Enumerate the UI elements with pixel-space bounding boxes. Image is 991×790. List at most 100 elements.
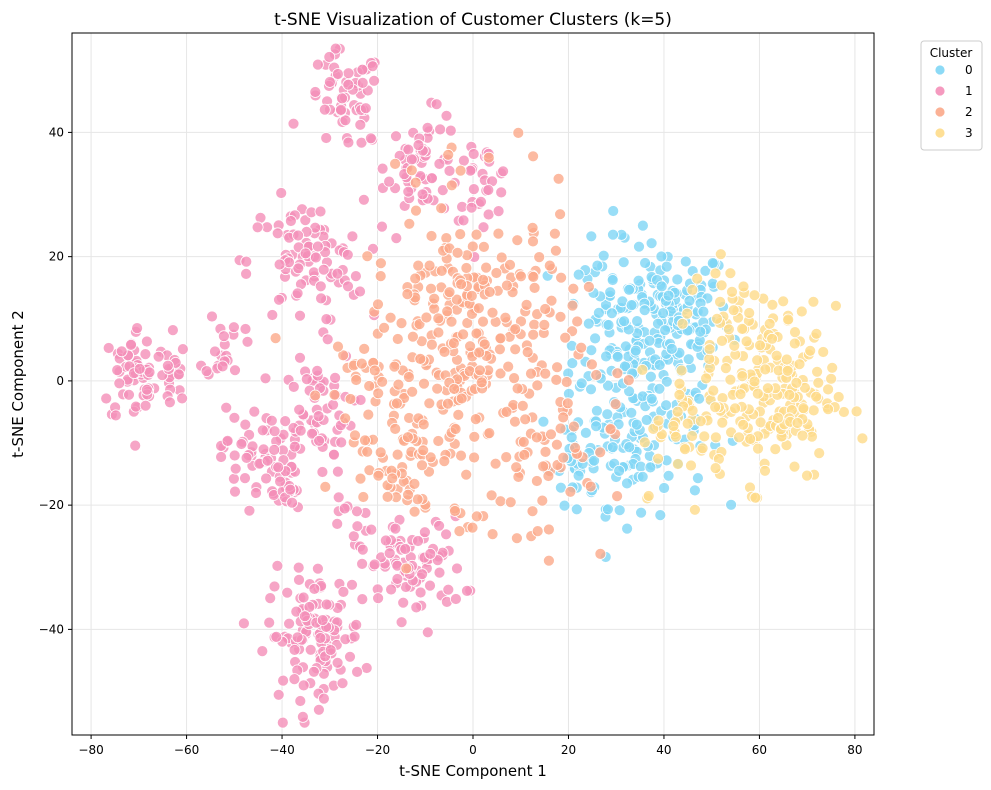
scatter-point-cluster-3 (686, 283, 699, 296)
scatter-point-cluster-2 (483, 427, 496, 440)
scatter-point-cluster-1 (356, 77, 369, 89)
scatter-point-cluster-2 (527, 150, 539, 163)
scatter-point-cluster-1 (390, 232, 403, 245)
scatter-point-cluster-3 (727, 304, 740, 317)
scatter-point-cluster-1 (235, 438, 248, 450)
scatter-point-cluster-3 (679, 443, 691, 456)
scatter-point-cluster-2 (528, 318, 541, 331)
scatter-point-cluster-1 (113, 377, 126, 390)
scatter-point-cluster-3 (733, 431, 745, 444)
scatter-point-cluster-3 (681, 307, 694, 320)
x-axis-ticks: −80 −60 −40 −20 0 20 40 60 80 (78, 735, 863, 757)
scatter-point-cluster-3 (714, 295, 726, 308)
scatter-point-cluster-2 (552, 172, 565, 185)
scatter-point-cluster-0 (607, 228, 619, 241)
scatter-point-cluster-1 (294, 351, 306, 364)
scatter-point-cluster-1 (495, 186, 508, 199)
scatter-point-cluster-1 (449, 593, 462, 605)
scatter-point-cluster-1 (273, 258, 286, 271)
scatter-point-cluster-3 (810, 390, 823, 403)
scatter-point-cluster-3 (652, 452, 664, 465)
scatter-point-cluster-1 (261, 454, 274, 467)
scatter-point-cluster-2 (478, 338, 491, 351)
scatter-point-cluster-3 (825, 372, 837, 385)
scatter-point-cluster-1 (239, 418, 252, 431)
scatter-point-cluster-3 (709, 267, 722, 280)
scatter-point-cluster-2 (512, 126, 525, 139)
scatter-point-cluster-2 (515, 270, 527, 283)
scatter-point-cluster-3 (754, 416, 767, 429)
scatter-point-cluster-0 (565, 431, 578, 444)
scatter-point-cluster-3 (734, 388, 747, 401)
scatter-point-cluster-0 (645, 237, 658, 250)
scatter-point-cluster-1 (323, 76, 336, 88)
scatter-point-cluster-2 (473, 346, 486, 359)
scatter-point-cluster-2 (460, 262, 473, 274)
scatter-point-cluster-1 (421, 626, 434, 639)
scatter-point-cluster-3 (769, 443, 782, 456)
scatter-point-cluster-0 (575, 377, 588, 390)
scatter-point-cluster-2 (590, 369, 603, 381)
scatter-point-cluster-1 (457, 154, 470, 167)
scatter-point-cluster-1 (424, 548, 437, 560)
scatter-point-cluster-1 (115, 345, 128, 358)
scatter-point-cluster-2 (500, 405, 513, 418)
scatter-point-cluster-2 (557, 411, 570, 424)
scatter-point-cluster-1 (320, 313, 333, 326)
scatter-point-cluster-1 (206, 310, 218, 323)
scatter-point-cluster-2 (414, 352, 427, 365)
scatter-point-cluster-2 (418, 377, 430, 390)
scatter-point-cluster-2 (400, 562, 413, 575)
scatter-point-cluster-0 (660, 399, 672, 412)
scatter-point-cluster-2 (355, 357, 368, 370)
scatter-point-cluster-1 (228, 449, 241, 462)
scatter-point-cluster-3 (686, 404, 699, 417)
scatter-point-cluster-3 (826, 361, 839, 374)
scatter-point-cluster-1 (434, 123, 447, 136)
scatter-point-cluster-2 (490, 267, 503, 279)
scatter-point-cluster-1 (331, 465, 344, 478)
scatter-point-cluster-2 (551, 361, 563, 374)
y-tick-label: 40 (49, 125, 64, 139)
scatter-point-cluster-2 (339, 412, 352, 425)
scatter-point-cluster-3 (696, 442, 709, 455)
scatter-point-cluster-1 (304, 643, 317, 656)
legend-marker (934, 64, 946, 76)
scatter-point-cluster-0 (558, 499, 571, 512)
scatter-point-cluster-1 (296, 711, 309, 723)
scatter-point-cluster-0 (621, 477, 633, 490)
legend-marker (934, 106, 946, 118)
scatter-point-cluster-2 (449, 505, 461, 517)
scatter-point-cluster-2 (537, 460, 550, 473)
scatter-point-cluster-1 (346, 578, 358, 591)
scatter-point-cluster-2 (350, 374, 363, 386)
scatter-point-cluster-2 (557, 451, 570, 464)
scatter-point-cluster-2 (454, 164, 467, 177)
scatter-point-cluster-0 (580, 426, 592, 439)
scatter-point-cluster-3 (748, 375, 761, 388)
scatter-point-cluster-2 (368, 364, 381, 377)
scatter-point-cluster-0 (660, 375, 673, 388)
scatter-point-cluster-2 (470, 327, 483, 340)
scatter-point-cluster-1 (129, 439, 142, 452)
x-tick-label: 0 (469, 743, 477, 757)
scatter-point-cluster-2 (542, 470, 555, 482)
scatter-point-cluster-1 (274, 475, 287, 488)
scatter-point-cluster-1 (140, 335, 153, 348)
scatter-point-cluster-1 (287, 117, 300, 130)
scatter-point-cluster-0 (665, 342, 678, 355)
scatter-point-cluster-2 (526, 505, 539, 518)
x-tick-label: 60 (752, 743, 767, 757)
scatter-point-cluster-1 (412, 535, 424, 547)
scatter-point-cluster-2 (395, 317, 408, 330)
scatter-point-cluster-3 (777, 295, 790, 308)
scatter-point-cluster-1 (482, 184, 495, 196)
scatter-point-cluster-2 (509, 343, 522, 356)
scatter-point-cluster-2 (502, 360, 515, 373)
scatter-point-cluster-2 (586, 358, 598, 371)
scatter-point-cluster-1 (344, 650, 356, 663)
scatter-point-cluster-1 (229, 364, 241, 377)
scatter-point-cluster-3 (838, 406, 850, 418)
scatter-point-cluster-3 (743, 307, 756, 319)
scatter-point-cluster-2 (445, 179, 458, 192)
